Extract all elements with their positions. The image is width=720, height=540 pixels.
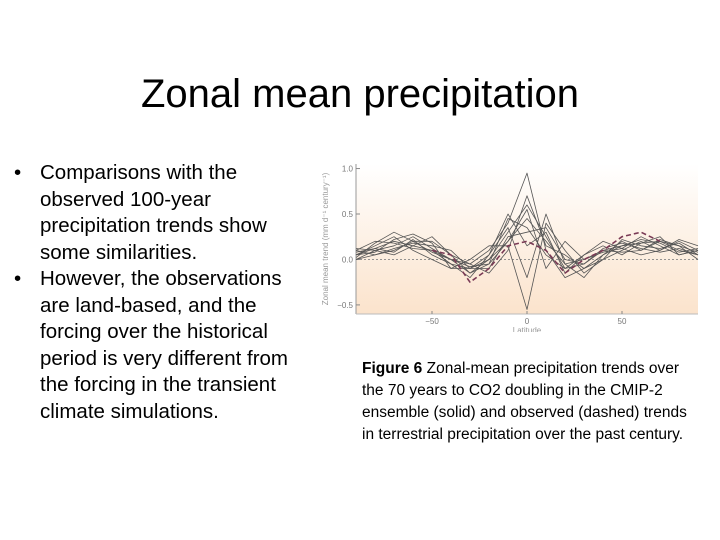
- model-series-line-10: [355, 218, 699, 269]
- y-tick-label: 0.5: [342, 210, 354, 219]
- x-tick-label: −50: [425, 317, 439, 326]
- y-tick-label: 1.0: [342, 165, 354, 174]
- model-series-line-5: [355, 227, 699, 269]
- x-tick-label: 0: [525, 317, 530, 326]
- caption-label: Figure 6: [362, 360, 423, 377]
- figure-chart: −0.5 0.0 0.5 1.0 −50 0 50 Latitude Zonal mean tr…: [318, 160, 706, 335]
- model-series-line-8: [355, 213, 699, 278]
- caption-text: Zonal-mean precipitation trends over the…: [362, 360, 687, 443]
- model-series-line-9: [355, 209, 699, 274]
- x-tick-label: 50: [618, 317, 627, 326]
- bullet-dot-icon: •: [14, 267, 22, 290]
- bullet-item: • Comparisons with the observed 100-year…: [14, 160, 304, 266]
- chart-svg: −0.5 0.0 0.5 1.0 −50 0 50 Latitude Zonal mean tr…: [321, 164, 699, 335]
- model-series-line-7: [355, 195, 699, 274]
- bullet-dot-icon: •: [14, 161, 22, 184]
- observed-series-line: [431, 231, 661, 283]
- bullet-list: • Comparisons with the observed 100-year…: [14, 160, 304, 425]
- model-series-line-6: [355, 213, 699, 278]
- y-tick-label: −0.5: [337, 301, 353, 310]
- slide-title: Zonal mean precipitation: [140, 72, 580, 116]
- plot-background: [356, 164, 698, 314]
- bullet-item: • However, the observations are land-bas…: [14, 266, 304, 425]
- y-tick-label: 0.0: [342, 255, 354, 264]
- y-axis-label: Zonal mean trend (mm d⁻¹ century⁻¹): [321, 172, 330, 305]
- model-series-line-4: [355, 222, 699, 310]
- x-axis-label: Latitude: [513, 326, 542, 332]
- bullet-text: Comparisons with the observed 100-year p…: [40, 161, 267, 264]
- bullet-text: However, the observations are land-based…: [40, 267, 289, 423]
- figure-caption: Figure 6 Zonal-mean precipitation trends…: [362, 358, 702, 446]
- model-series-line-2: [355, 218, 699, 274]
